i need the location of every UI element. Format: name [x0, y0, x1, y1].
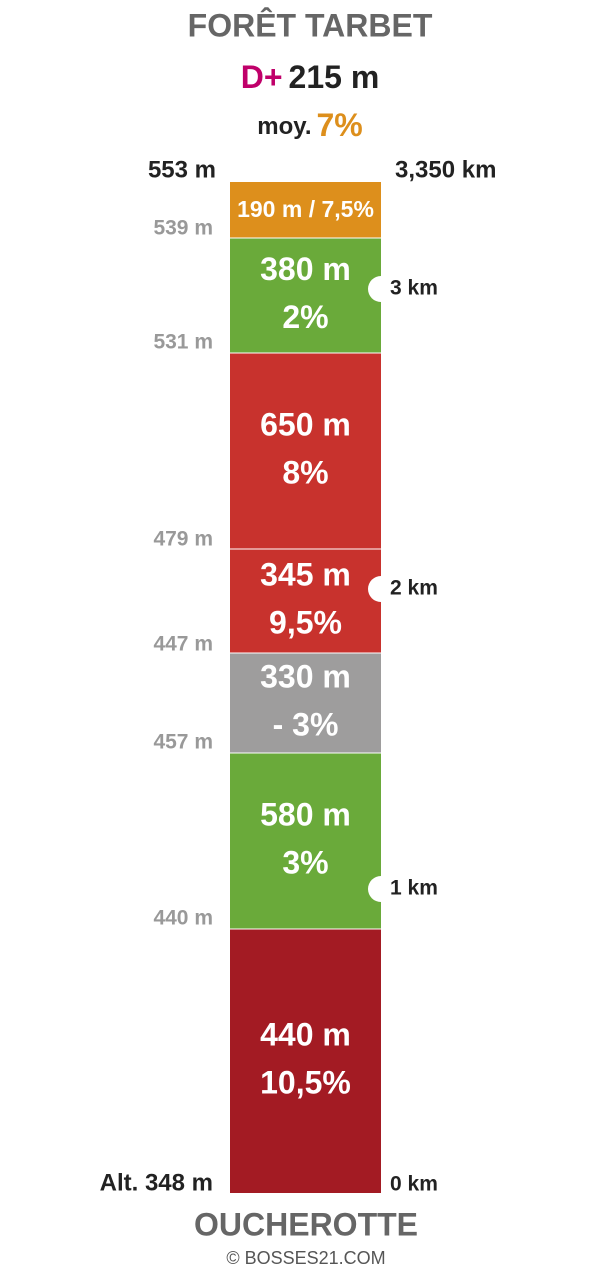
average-label: moy. [257, 113, 311, 140]
segment-label: 580 m [260, 796, 351, 832]
segment [230, 353, 381, 549]
title: FORÊT TARBET [188, 7, 433, 43]
segment [230, 653, 381, 753]
altitude-label: 447 m [153, 633, 213, 656]
credit: © BOSSES21.COM [226, 1248, 385, 1268]
start-name: OUCHEROTTE [194, 1206, 418, 1242]
segment-label: 9,5% [269, 604, 342, 640]
km-label: 2 km [390, 577, 438, 600]
altitude-label: 539 m [153, 217, 213, 240]
average: moy. 7% [257, 107, 362, 143]
gain-label: D+ [241, 59, 283, 95]
km-notch [368, 576, 394, 602]
segment [230, 929, 381, 1193]
km-notch [368, 276, 394, 302]
gain-value: 215 m [289, 59, 380, 95]
altitude-label: 440 m [153, 907, 213, 930]
bottom-altitude: Alt. 348 m [100, 1169, 213, 1196]
segment [230, 238, 381, 353]
segment-label: 190 m / 7,5% [237, 196, 374, 222]
segment-label: 10,5% [260, 1064, 351, 1100]
top-altitude: 553 m [148, 156, 216, 183]
segment-label: 380 m [260, 251, 351, 287]
segment-label: 440 m [260, 1016, 351, 1052]
bottom-distance: 0 km [390, 1173, 438, 1196]
segment-label: 345 m [260, 556, 351, 592]
altitude-label: 531 m [153, 331, 213, 354]
segment-label: 2% [282, 299, 328, 335]
segment-label: 330 m [260, 658, 351, 694]
segment [230, 182, 381, 238]
segment [230, 753, 381, 929]
km-label: 3 km [390, 277, 438, 300]
altitude-label: 479 m [153, 528, 213, 551]
km-label: 1 km [390, 877, 438, 900]
elevation-gain: D+ 215 m [241, 59, 380, 95]
segment [230, 549, 381, 653]
segment-label: - 3% [273, 706, 339, 742]
altitude-label: 457 m [153, 731, 213, 754]
top-distance: 3,350 km [395, 156, 496, 183]
average-value: 7% [316, 107, 362, 143]
segment-label: 650 m [260, 406, 351, 442]
segment-label: 3% [282, 844, 328, 880]
km-notch [368, 876, 394, 902]
segment-label: 8% [282, 454, 328, 490]
